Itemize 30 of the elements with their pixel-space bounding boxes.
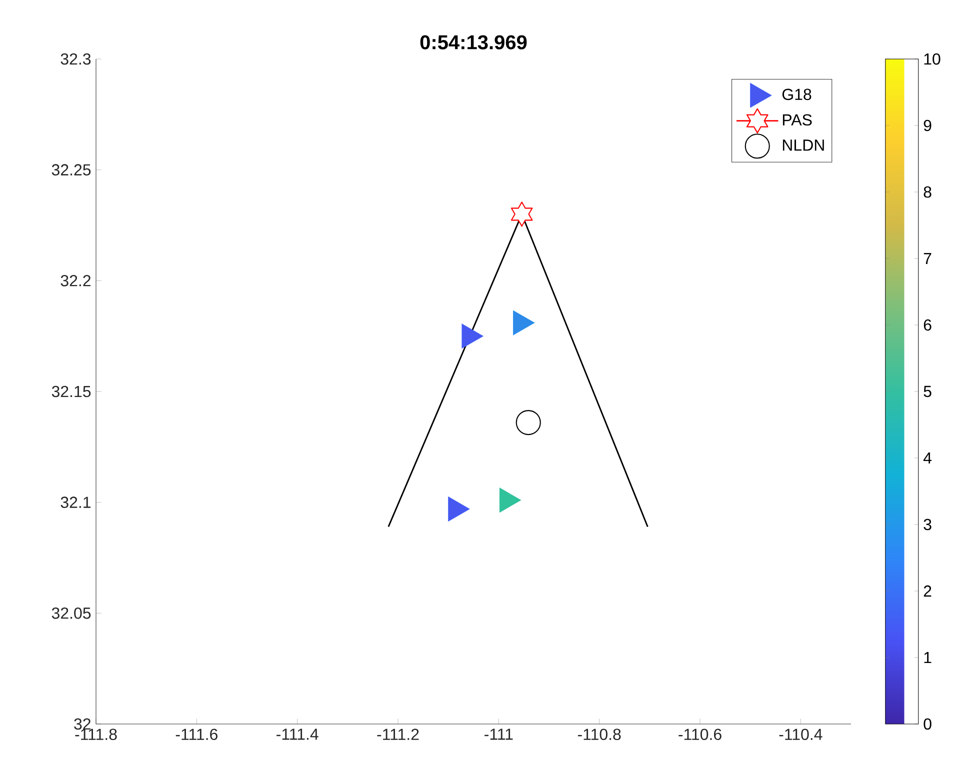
color-bar-label: 0 [924, 718, 932, 730]
y-tick-label: 32.1 [60, 496, 91, 508]
color-bar-label: 8 [924, 186, 932, 198]
y-tick-label: 32.05 [52, 608, 91, 619]
x-tick-label: -111.6 [176, 728, 218, 740]
color-bar-label: 9 [924, 120, 932, 132]
legend-label: NLDN [782, 140, 824, 151]
color-bar-label: 6 [924, 319, 932, 331]
x-tick-label: -110.8 [578, 728, 621, 740]
color-bar-label: 5 [924, 386, 932, 398]
y-tick-label: 32.25 [52, 164, 91, 176]
color-bar-label: 2 [924, 585, 932, 597]
y-tick-label: 32.3 [60, 53, 91, 65]
color-bar-label: 4 [923, 452, 932, 464]
x-tick-label: -111.4 [276, 728, 318, 740]
chart-title: 0:54:13.969 [420, 35, 527, 50]
color-bar-label: 3 [924, 518, 932, 530]
color-bar-label: 7 [924, 253, 932, 264]
color-bar-label: 1 [924, 652, 932, 664]
x-tick-label: -110.6 [678, 728, 722, 740]
x-tick-label: -111.8 [75, 728, 117, 740]
x-tick-label: -111 [484, 728, 513, 740]
x-tick-label: -111.2 [377, 728, 419, 740]
legend-label: G18 [782, 88, 812, 100]
legend-label: PAS [782, 114, 812, 126]
x-tick-label: -110.4 [779, 728, 822, 740]
color-bar-label: 10 [924, 53, 940, 65]
y-tick-label: 32.2 [60, 275, 90, 286]
y-tick-label: 32 [74, 718, 90, 730]
y-tick-label: 32.15 [52, 386, 91, 398]
